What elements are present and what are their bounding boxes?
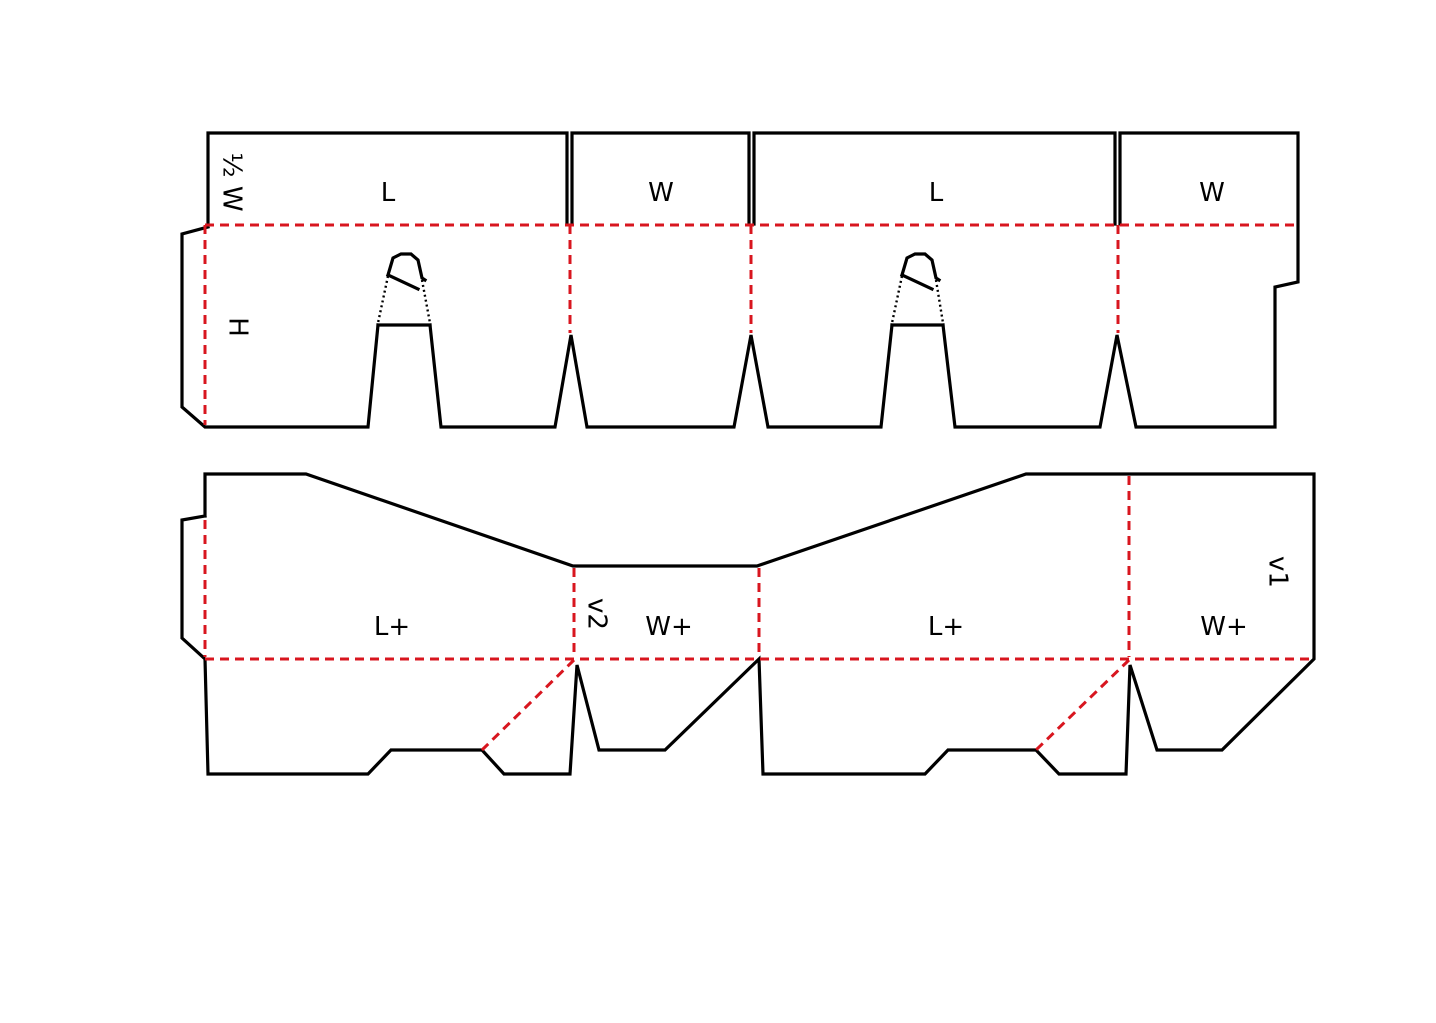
v2-label: v2 (582, 598, 612, 630)
top-panel-cut-outline (180, 131, 1300, 429)
hanger-slot-left (376, 252, 432, 327)
half-w-label: ½ W (217, 152, 247, 211)
l-label-top-1: L (381, 178, 396, 208)
bottom-panel-cut-outline (180, 472, 1316, 776)
h-label: H (223, 317, 253, 337)
wplus-label-1: W+ (645, 612, 693, 642)
bottom-panel-diagonal-fold-1 (480, 658, 576, 752)
hanger-slot-right (890, 252, 945, 327)
top-panel: ½ W L W L W H (180, 131, 1300, 429)
bottom-panel-diagonal-fold-2 (1034, 658, 1131, 752)
hanger-slot-right-perf (890, 275, 945, 324)
v1-label: v1 (1263, 556, 1293, 588)
w-label-top-2: W (1199, 178, 1225, 208)
lplus-label-1: L+ (374, 612, 410, 642)
l-label-top-2: L (929, 178, 944, 208)
bottom-panel: L+ v2 W+ L+ W+ v1 (180, 472, 1316, 776)
lplus-label-2: L+ (928, 612, 964, 642)
w-label-top-1: W (648, 178, 674, 208)
wplus-label-2: W+ (1200, 612, 1248, 642)
hanger-slot-left-perf (376, 275, 432, 324)
